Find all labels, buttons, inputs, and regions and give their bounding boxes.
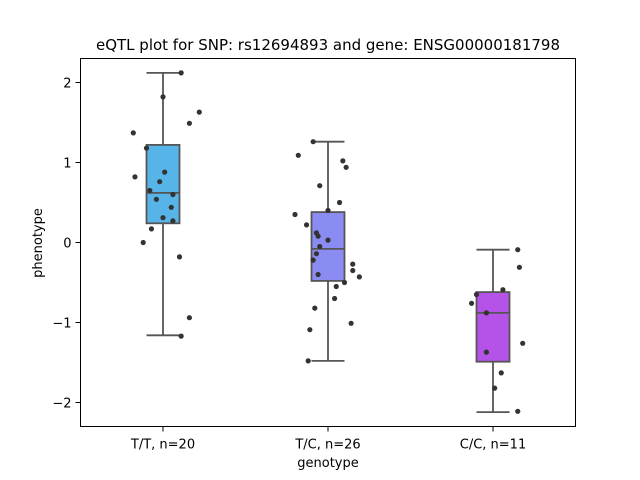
data-point — [303, 222, 310, 228]
x-axis-title: genotype — [297, 456, 358, 471]
box-group-3 — [468, 247, 526, 414]
data-point — [305, 358, 311, 364]
interquartile-box — [475, 291, 511, 363]
data-point — [317, 183, 323, 189]
x-axis: T/T, n=20 T/C, n=26 C/C, n=11 — [130, 426, 526, 453]
box-group-1 — [130, 70, 202, 339]
y-tick-label: 2 — [63, 77, 71, 92]
data-point — [186, 120, 192, 126]
data-point — [343, 164, 349, 170]
data-point — [515, 247, 521, 253]
data-point — [325, 237, 331, 243]
y-tick-label: 0 — [63, 237, 71, 252]
data-point — [332, 295, 338, 302]
data-point — [473, 291, 480, 298]
data-point — [153, 196, 159, 202]
data-point — [492, 385, 498, 391]
data-point — [500, 287, 506, 293]
data-point — [170, 191, 176, 198]
chart-title: eQTL plot for SNP: rs12694893 and gene: … — [96, 36, 560, 54]
data-point — [498, 370, 504, 376]
data-point — [160, 94, 166, 100]
data-point — [350, 261, 356, 267]
data-point — [310, 139, 316, 145]
data-point — [315, 233, 321, 239]
data-point — [307, 327, 313, 333]
box-group-2 — [292, 139, 362, 364]
data-point — [160, 215, 166, 221]
data-point — [516, 264, 523, 270]
data-point — [356, 274, 362, 280]
data-point — [315, 271, 321, 278]
data-point — [157, 179, 163, 185]
y-tick-label: −2 — [52, 397, 71, 412]
interquartile-box — [310, 211, 346, 282]
data-point — [325, 207, 331, 214]
data-point — [130, 130, 136, 136]
plot-area — [130, 70, 526, 414]
data-point — [178, 70, 184, 76]
data-point — [468, 300, 475, 306]
data-point — [140, 239, 146, 246]
data-point — [313, 251, 320, 257]
data-point — [295, 152, 301, 158]
data-point — [520, 340, 526, 346]
data-point — [143, 145, 150, 151]
data-point — [132, 174, 138, 180]
data-point — [483, 349, 489, 355]
data-point — [162, 169, 168, 175]
data-point — [292, 211, 298, 218]
data-point — [336, 199, 343, 206]
y-axis: 2 1 0 −1 −2 — [52, 77, 81, 412]
data-point — [348, 320, 354, 326]
data-point — [340, 158, 346, 164]
data-point — [176, 254, 183, 260]
data-point — [196, 109, 202, 115]
data-point — [350, 267, 356, 274]
data-point — [147, 187, 153, 194]
x-tick-label: T/T, n=20 — [130, 438, 195, 453]
x-tick-label: C/C, n=11 — [460, 438, 526, 453]
x-tick-label: T/C, n=26 — [294, 438, 360, 453]
data-point — [483, 310, 489, 316]
data-point — [186, 315, 192, 321]
y-tick-label: −1 — [52, 317, 71, 332]
data-point — [317, 243, 323, 250]
data-point — [148, 226, 155, 232]
data-point — [168, 204, 174, 210]
y-tick-label: 1 — [63, 157, 71, 172]
data-point — [312, 305, 318, 311]
data-point — [310, 257, 316, 263]
data-point — [341, 279, 348, 286]
y-axis-title: phenotype — [31, 208, 46, 278]
data-point — [178, 333, 184, 339]
data-point — [515, 408, 521, 414]
interquartile-box — [145, 143, 181, 225]
data-point — [333, 283, 339, 290]
data-point — [170, 218, 176, 224]
